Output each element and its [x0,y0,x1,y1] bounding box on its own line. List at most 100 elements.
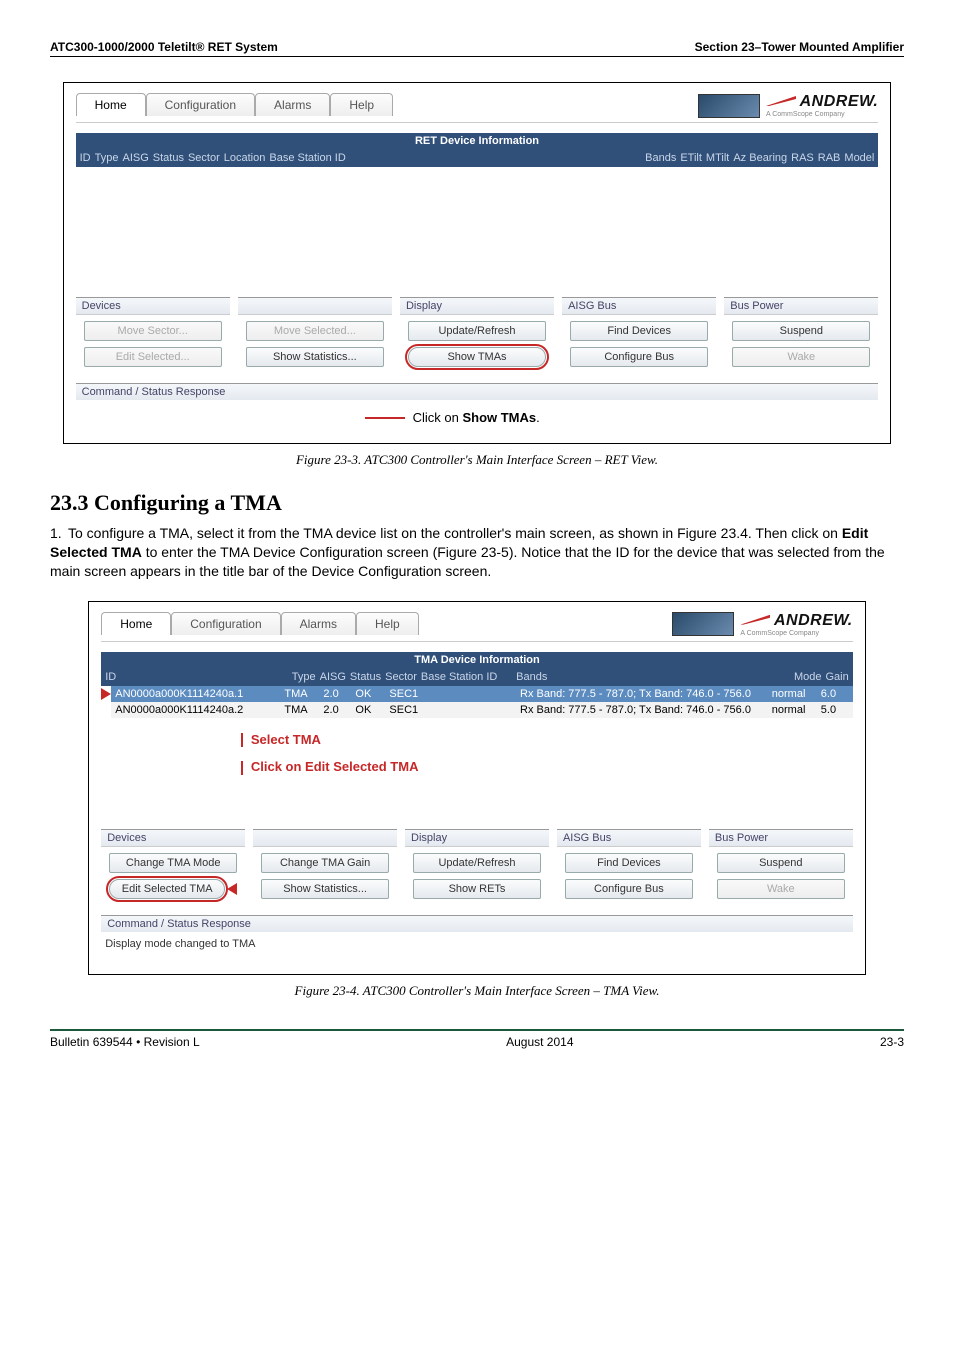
tab-help[interactable]: Help [330,93,393,116]
col-status: Status [153,152,184,164]
col-sector: Sector [188,152,220,164]
logo-subtext-2: A CommScope Company [740,630,852,637]
body-paragraph: 1.To configure a TMA, select it from the… [50,524,904,581]
r1-status: OK [355,688,385,700]
panel-aisg-fig2: AISG Bus Find Devices Configure Bus [557,829,701,905]
col-location: Location [224,152,266,164]
show-statistics-button-2[interactable]: Show Statistics... [261,879,389,899]
move-sector-button[interactable]: Move Sector... [84,321,222,341]
configure-bus-button-2[interactable]: Configure Bus [565,879,693,899]
col2-status: Status [350,671,381,683]
tab-configuration[interactable]: Configuration [146,93,255,116]
panel-display: Display Update/Refresh Show TMAs [400,297,554,373]
move-selected-button[interactable]: Move Selected... [246,321,384,341]
anno2-bold: TMA [390,759,418,774]
wake-button[interactable]: Wake [732,347,870,367]
logo-area: ANDREW. A CommScope Company [698,93,878,118]
update-refresh-button[interactable]: Update/Refresh [408,321,546,341]
col2-type: Type [292,671,316,683]
section-heading: 23.3 Configuring a TMA [50,490,904,516]
col2-base-station: Base Station ID [421,671,512,683]
show-rets-button[interactable]: Show RETs [413,879,541,899]
logo-text-wrap-2: ANDREW. A CommScope Company [740,612,852,637]
show-tmas-button[interactable]: Show TMAs [408,347,546,367]
figure-2-screenshot: Home Configuration Alarms Help ANDREW. A… [88,601,866,975]
panel-bus-power: Bus Power Suspend Wake [724,297,878,373]
col2-bands: Bands [516,671,790,683]
panel-display-title: Display [400,298,554,315]
panel-power-fig2: Bus Power Suspend Wake [709,829,853,905]
panel-devices2-fig2: Change TMA Gain Show Statistics... [253,829,397,905]
col-mtilt: MTilt [706,152,729,164]
logo-subtext: A CommScope Company [766,111,878,118]
r2-status: OK [355,704,385,716]
wake-button-2[interactable]: Wake [717,879,845,899]
col-rab: RAB [818,152,841,164]
panel-devices-2-title [238,298,392,315]
spacer [101,789,853,829]
logo-text: ANDREW. [800,93,879,110]
r2-gain: 5.0 [821,704,849,716]
table-row[interactable]: AN0000a000K1114240a.2 TMA 2.0 OK SEC1 Rx… [111,702,853,718]
swoosh-icon [766,96,796,106]
panel-devices-body: Move Sector... Edit Selected... [76,315,230,373]
tab-help-2[interactable]: Help [356,612,419,635]
suspend-button-2[interactable]: Suspend [717,853,845,873]
r2-bands: Rx Band: 777.5 - 787.0; Tx Band: 746.0 -… [520,704,768,716]
col-az-bearing: Az Bearing [733,152,787,164]
col-base-station: Base Station ID [269,152,641,164]
col-type: Type [95,152,119,164]
col2-mode: Mode [794,671,822,683]
table-row-selected[interactable]: AN0000a000K1114240a.1 TMA 2.0 OK SEC1 Rx… [111,686,853,702]
cmd-message: Display mode changed to TMA [101,932,853,956]
panel-devices-body-2: Change TMA Mode Edit Selected TMA [101,847,245,905]
suspend-button[interactable]: Suspend [732,321,870,341]
panel-devices-2: Move Selected... Show Statistics... [238,297,392,373]
edit-selected-tma-button[interactable]: Edit Selected TMA [109,879,225,899]
r1-type: TMA [284,688,319,700]
tab-home[interactable]: Home [76,93,146,116]
r2-type: TMA [284,704,319,716]
tab-home-2[interactable]: Home [101,612,171,635]
col2-gain: Gain [826,671,849,683]
r2-aisg: 2.0 [323,704,351,716]
change-tma-gain-button[interactable]: Change TMA Gain [261,853,389,873]
show-statistics-button[interactable]: Show Statistics... [246,347,384,367]
find-devices-button-2[interactable]: Find Devices [565,853,693,873]
update-refresh-button-2[interactable]: Update/Refresh [413,853,541,873]
anno-line-icon [241,733,243,747]
find-devices-button[interactable]: Find Devices [570,321,708,341]
tab-configuration-2[interactable]: Configuration [171,612,280,635]
info-bar-title-2: TMA Device Information [101,652,853,668]
callout: Click on Show TMAs. [365,410,879,425]
change-tma-mode-button[interactable]: Change TMA Mode [109,853,237,873]
col-ras: RAS [791,152,814,164]
footer-center: August 2014 [506,1035,573,1049]
row1-wrap: AN0000a000K1114240a.1 TMA 2.0 OK SEC1 Rx… [101,686,853,702]
footer-left: Bulletin 639544 • Revision L [50,1035,200,1049]
tab-alarms-2[interactable]: Alarms [281,612,356,635]
r1-gain: 6.0 [821,688,849,700]
panel-devices-fig2: Devices Change TMA Mode Edit Selected TM… [101,829,245,905]
edit-selected-button[interactable]: Edit Selected... [84,347,222,367]
panel-display-body: Update/Refresh Show TMAs [400,315,554,373]
logo-text-wrap: ANDREW. A CommScope Company [766,93,878,118]
configure-bus-button[interactable]: Configure Bus [570,347,708,367]
logo-image [698,94,760,118]
footer-right: 23-3 [880,1035,904,1049]
col-etilt: ETilt [680,152,702,164]
page-header: ATC300-1000/2000 Teletilt® RET System Se… [50,40,904,57]
command-status-bar-2: Command / Status Response [101,915,853,932]
r2-mode: normal [772,704,817,716]
panel-power-title-2: Bus Power [709,830,853,847]
tab-alarms[interactable]: Alarms [255,93,330,116]
divider [76,122,879,123]
callout-text: Click on Show TMAs. [413,410,540,425]
edit-selected-row: Edit Selected TMA [109,879,237,899]
r2-id: AN0000a000K1114240a.2 [115,704,280,716]
r1-id: AN0000a000K1114240a.1 [115,688,280,700]
panel-devices-2-body: Move Selected... Show Statistics... [238,315,392,373]
panel-devices-title-2: Devices [101,830,245,847]
panel-aisg-title-2: AISG Bus [557,830,701,847]
panel-aisg-body: Find Devices Configure Bus [562,315,716,373]
